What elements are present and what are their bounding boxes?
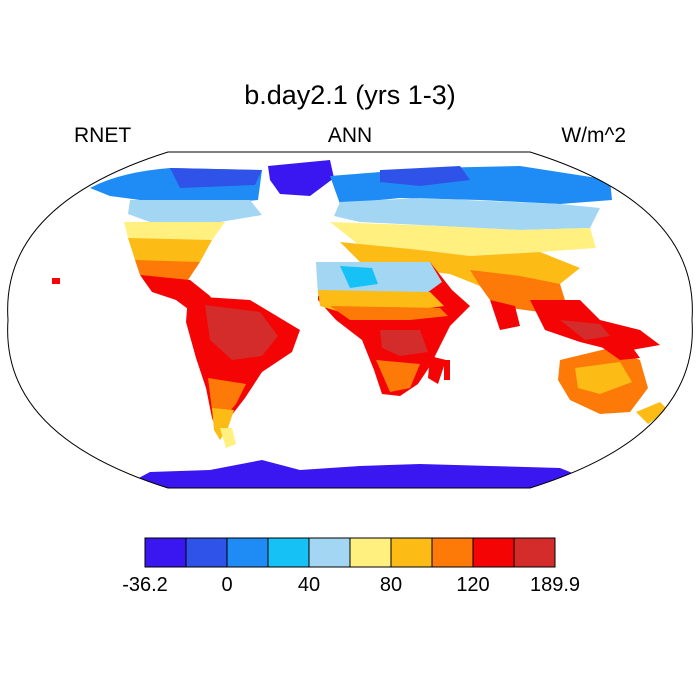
eurasia-region <box>330 166 660 352</box>
colorbar-swatch <box>267 537 310 568</box>
colorbar-swatch <box>226 537 269 568</box>
antarctica-region <box>120 460 600 488</box>
colorbar-tick-label: 0 <box>221 574 233 596</box>
colorbar-tick-label: 189.9 <box>529 574 581 596</box>
south-america-region <box>186 296 300 448</box>
colorbar-swatch <box>390 537 433 568</box>
greenland-region <box>268 160 334 196</box>
colorbar-tick-label: 80 <box>379 574 403 596</box>
plot-title: b.day2.1 (yrs 1-3) <box>244 80 456 110</box>
colorbar-swatch <box>349 537 392 568</box>
variable-label: RNET <box>74 124 132 147</box>
colorbar-tick-label: -36.2 <box>122 574 168 596</box>
australia-region <box>558 344 668 424</box>
island-madagascar <box>444 360 450 380</box>
colorbar-swatch <box>513 537 556 568</box>
island-hawaii <box>52 278 60 284</box>
north-america-region <box>90 168 262 318</box>
season-label: ANN <box>327 124 373 147</box>
units-label: W/m^2 <box>561 124 626 147</box>
colorbar-tick-label: 40 <box>297 574 321 596</box>
colorbar-swatch <box>185 537 228 568</box>
africa-region <box>316 262 470 396</box>
colorbar-swatch <box>431 537 474 568</box>
map-border <box>7 151 693 489</box>
colorbar-swatch <box>472 537 515 568</box>
colorbar-swatch <box>144 537 187 568</box>
colorbar-swatch <box>308 537 351 568</box>
colorbar-tick-label: 120 <box>456 574 490 596</box>
